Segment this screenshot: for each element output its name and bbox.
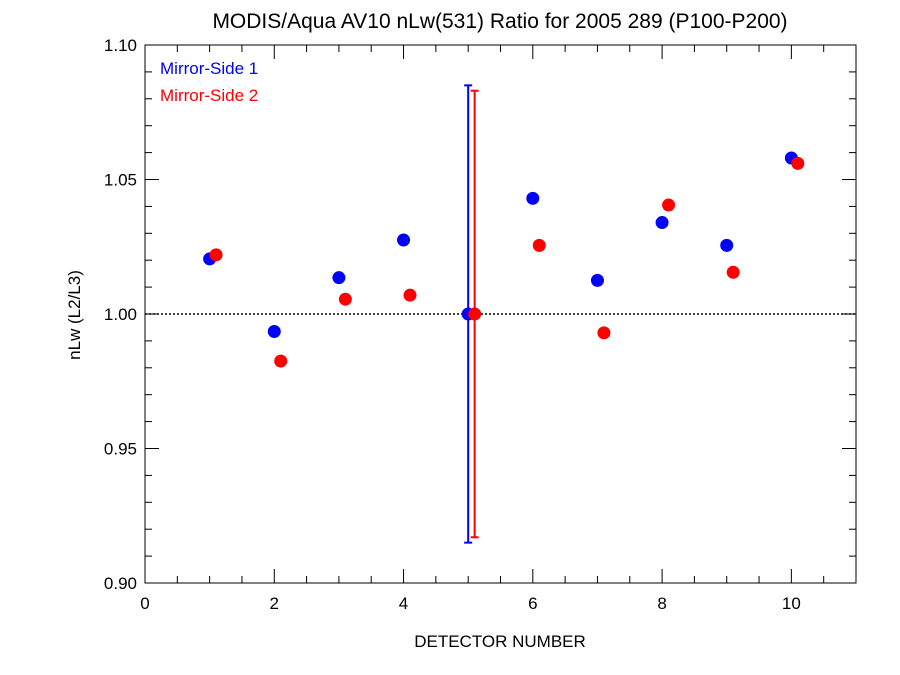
data-point-mirror-side-2 <box>532 238 546 252</box>
data-point-mirror-side-1 <box>267 324 281 338</box>
data-point-mirror-side-2 <box>403 288 417 302</box>
data-point-mirror-side-2 <box>726 265 740 279</box>
x-tick-label: 0 <box>140 594 149 613</box>
data-point-mirror-side-2 <box>274 354 288 368</box>
chart-title: MODIS/Aqua AV10 nLw(531) Ratio for 2005 … <box>212 10 787 33</box>
data-point-mirror-side-1 <box>720 238 734 252</box>
y-axis-label: nLw (L2/L3) <box>65 270 84 360</box>
data-point-mirror-side-1 <box>526 191 540 205</box>
legend-entry-mirror-side-2: Mirror-Side 2 <box>160 86 258 105</box>
x-tick-label: 8 <box>657 594 666 613</box>
y-tick-label: 0.90 <box>104 574 137 593</box>
data-point-mirror-side-1 <box>397 233 411 247</box>
y-tick-label: 0.95 <box>104 440 137 459</box>
x-tick-label: 10 <box>782 594 801 613</box>
data-point-mirror-side-2 <box>662 198 676 212</box>
data-point-mirror-side-1 <box>655 216 669 230</box>
data-point-mirror-side-2 <box>468 307 482 321</box>
legend-entry-mirror-side-1: Mirror-Side 1 <box>160 59 258 78</box>
x-tick-label: 4 <box>399 594 408 613</box>
y-tick-label: 1.00 <box>104 305 137 324</box>
plot-area: 0 2 4 6 8 10 0.90 0.95 1.00 1.05 1.10 <box>104 36 857 613</box>
x-axis-label: DETECTOR NUMBER <box>414 632 586 651</box>
data-point-mirror-side-2 <box>209 248 223 262</box>
data-point-mirror-side-1 <box>332 271 346 285</box>
data-point-mirror-side-2 <box>338 292 352 306</box>
x-tick-label: 6 <box>528 594 537 613</box>
data-point-mirror-side-2 <box>791 156 805 170</box>
data-point-mirror-side-1 <box>590 273 604 287</box>
data-point-mirror-side-2 <box>597 326 611 340</box>
legend: Mirror-Side 1 Mirror-Side 2 <box>160 59 258 105</box>
y-tick-label: 1.05 <box>104 171 137 190</box>
x-tick-label: 2 <box>270 594 279 613</box>
y-tick-label: 1.10 <box>104 36 137 55</box>
